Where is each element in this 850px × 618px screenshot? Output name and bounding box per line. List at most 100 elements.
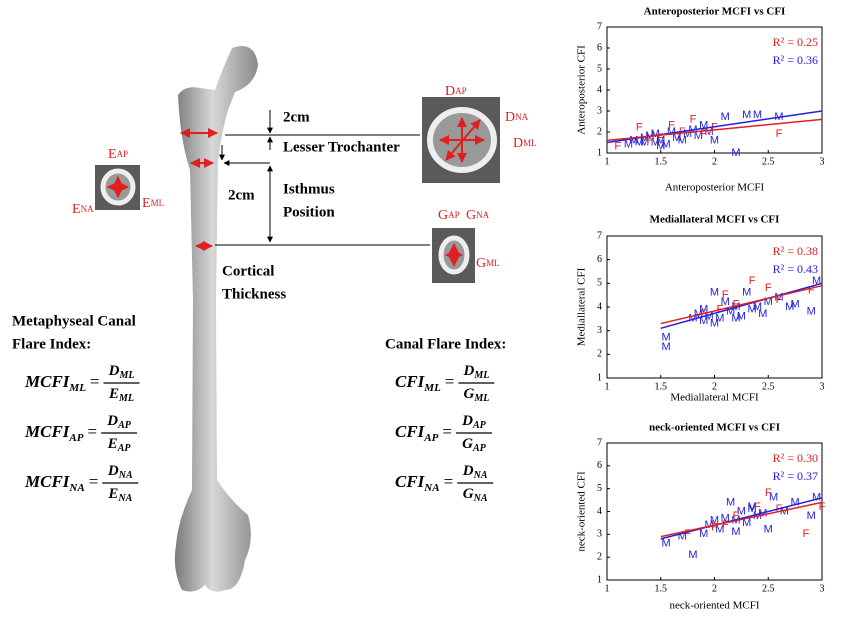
annotation-label: Thickness: [222, 286, 286, 302]
label-sub: AP: [117, 149, 129, 159]
r-squared: R² = 0.38: [773, 244, 818, 258]
y-tick-label: 2: [597, 126, 602, 137]
formula-den: EAP: [107, 436, 132, 454]
label-main: E: [142, 196, 151, 211]
formula-num: DNA: [107, 463, 133, 481]
annotation-label: Position: [283, 204, 335, 220]
section-label: GAP: [438, 208, 460, 223]
section-label: ENA: [72, 202, 94, 217]
section-label: EAP: [108, 147, 128, 162]
formula-letter: D: [462, 463, 474, 479]
point: F: [765, 282, 772, 294]
point: F: [722, 519, 729, 531]
y-tick-label: 6: [597, 460, 602, 471]
point: F: [690, 113, 697, 125]
point: M: [662, 537, 671, 549]
x-tick-label: 2: [712, 583, 717, 594]
y-axis-label: Anteroposterior CFI: [576, 45, 588, 135]
point: F: [636, 122, 643, 134]
formula-lhs: MCFIML: [24, 372, 86, 394]
section-heading: Canal Flare Index:: [385, 336, 506, 352]
point: M: [721, 111, 730, 123]
x-tick-label: 2: [712, 156, 717, 167]
y-tick-label: 3: [597, 529, 602, 540]
x-axis-label: neck-oriented MCFI: [669, 600, 759, 612]
formula-sub: ML: [68, 382, 86, 394]
formula-den: ENA: [107, 486, 132, 504]
formula-sub: AP: [117, 420, 132, 431]
equals: =: [89, 472, 99, 491]
label-main: E: [72, 202, 81, 217]
point: F: [700, 128, 707, 140]
label-sub: ML: [523, 138, 537, 148]
point: F: [749, 275, 756, 287]
formula-sub: ML: [423, 382, 441, 394]
formula-sub: AP: [472, 443, 487, 454]
section-label: DAP: [445, 84, 467, 99]
point: M: [758, 308, 767, 320]
formula-num: DML: [462, 363, 489, 381]
point: M: [791, 496, 800, 508]
x-tick-label: 1: [605, 381, 610, 392]
equals: =: [444, 472, 454, 491]
label-sub: AP: [455, 86, 467, 96]
y-tick-label: 1: [597, 574, 602, 585]
formula-lhs: CFIAP: [395, 422, 439, 444]
section-heading: Flare Index:: [12, 336, 91, 352]
y-tick-label: 3: [597, 325, 602, 336]
formula-letter: D: [107, 463, 119, 479]
formula-lhs: CFIML: [395, 372, 441, 394]
point: M: [710, 287, 719, 299]
point: F: [776, 128, 783, 140]
y-tick-label: 1: [597, 372, 602, 383]
y-tick-label: 6: [597, 42, 602, 53]
equals: =: [442, 422, 452, 441]
formula-sub: NA: [473, 470, 488, 481]
formula-den: GAP: [462, 436, 487, 454]
section-heading: Metaphyseal Canal: [12, 313, 136, 329]
point: M: [742, 109, 751, 121]
equals: =: [445, 372, 455, 391]
y-axis-label: Mediallateral CFI: [576, 267, 588, 346]
x-tick-label: 1.5: [655, 156, 668, 167]
formula-num: DAP: [461, 413, 487, 431]
formula-den: EML: [108, 386, 134, 404]
y-tick-label: 3: [597, 105, 602, 116]
label-sub: NA: [81, 204, 94, 214]
x-axis-label: Mediallateral MCFI: [670, 392, 759, 404]
x-tick-label: 2.5: [762, 381, 775, 392]
formula-lhs: CFINA: [395, 472, 440, 494]
formula-sub: AP: [68, 432, 83, 444]
label-sub: NA: [476, 210, 489, 220]
y-tick-label: 5: [597, 63, 602, 74]
formula-lhs: MCFINA: [24, 472, 85, 494]
formula-letter: E: [107, 486, 118, 502]
x-tick-label: 3: [820, 583, 825, 594]
y-tick-label: 2: [597, 349, 602, 360]
label-main: E: [108, 147, 117, 162]
y-tick-label: 6: [597, 254, 602, 265]
label-main: G: [466, 208, 476, 223]
point: M: [710, 134, 719, 146]
y-tick-label: 4: [597, 506, 602, 517]
equals: =: [90, 372, 100, 391]
formula-letter: G: [463, 386, 474, 402]
label-main: D: [513, 136, 523, 151]
x-tick-label: 3: [820, 156, 825, 167]
label-main: D: [445, 84, 455, 99]
y-tick-label: 5: [597, 278, 602, 289]
point: M: [807, 510, 816, 522]
annotation-label: 2cm: [283, 109, 310, 125]
label-main: G: [438, 208, 448, 223]
formula-name: MCFI: [24, 422, 71, 441]
formula-name: CFI: [395, 372, 426, 391]
formula-sub: AP: [423, 432, 438, 444]
formula-letter: D: [108, 363, 120, 379]
formula-sub: ML: [118, 370, 134, 381]
x-tick-label: 1: [605, 583, 610, 594]
point: F: [668, 120, 675, 132]
y-tick-label: 1: [597, 147, 602, 158]
chart-title: Mediallateral MCFI vs CFI: [650, 214, 780, 226]
label-sub: AP: [448, 210, 460, 220]
x-tick-label: 2.5: [762, 156, 775, 167]
